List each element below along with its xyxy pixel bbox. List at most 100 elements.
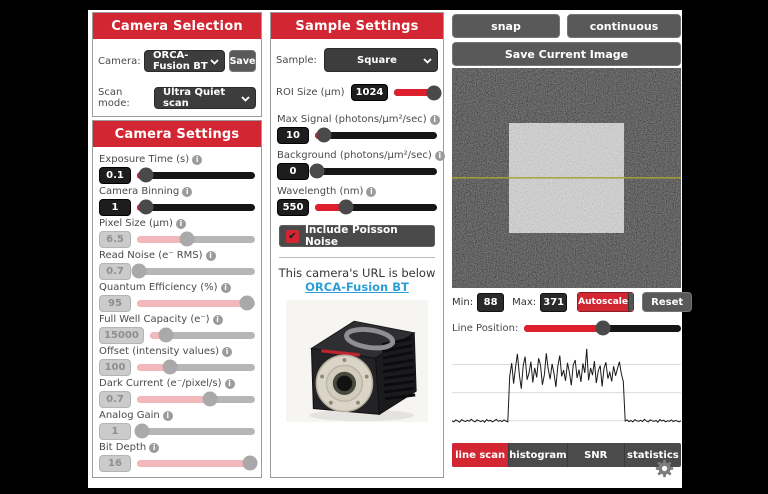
scan-mode-dropdown-value: Ultra Quiet scan [163, 87, 226, 109]
info-icon[interactable]: i [434, 150, 445, 161]
info-icon[interactable]: i [192, 154, 203, 165]
save-current-image-button[interactable]: Save Current Image [452, 42, 681, 66]
slider-label: Analog Gain [99, 410, 160, 421]
camera-settings-panel: Camera Settings Exposure Time (s) i 0.1 Cam… [92, 120, 262, 478]
info-icon[interactable]: i [224, 378, 235, 389]
slider-value[interactable]: 0.1 [99, 166, 131, 184]
info-icon[interactable]: i [220, 282, 231, 293]
slider-row: Max Signal (photons/µm²/sec) i 10 [277, 113, 440, 149]
camera-dropdown-value: ORCA-Fusion BT [153, 50, 208, 72]
slider-thumb [131, 263, 147, 279]
info-icon[interactable]: i [205, 250, 216, 261]
slider-fill [137, 459, 251, 467]
roi-size-value[interactable]: 1024 [350, 84, 389, 101]
slider-track[interactable] [137, 199, 255, 215]
camera-dropdown[interactable]: ORCA-Fusion BT [144, 50, 225, 72]
slider-fill [137, 395, 211, 403]
slider-track[interactable] [315, 199, 437, 215]
slider-thumb[interactable] [426, 85, 442, 100]
sample-dropdown-value: Square [357, 54, 397, 66]
slider-thumb[interactable] [309, 163, 325, 179]
slider-fill [137, 299, 247, 307]
slider-value[interactable]: 1 [99, 198, 131, 216]
noise-image [452, 68, 681, 288]
min-max-row: Min: Max: Autoscale Reset [452, 292, 693, 312]
slider-row: Wavelength (nm) i 550 [277, 185, 437, 221]
roi-size-slider[interactable] [394, 85, 442, 100]
snap-button[interactable]: snap [452, 14, 560, 38]
scan-mode-dropdown[interactable]: Ultra Quiet scan [154, 87, 256, 109]
save-camera-button[interactable]: Save [229, 50, 256, 72]
slider-label: Bit Depth [99, 442, 147, 453]
slider-row: Offset (intensity values) i 100 [99, 345, 255, 377]
slider-track[interactable] [315, 127, 437, 143]
slider-label: Dark Current (e⁻/pixel/s) [99, 378, 222, 389]
roi-size-label: ROI Size (µm) [276, 87, 345, 98]
slider-row: Read Noise (e⁻ RMS) i 0.7 [99, 249, 255, 281]
slider-row: Quantum Efficiency (%) i 95 [99, 281, 255, 313]
slider-thumb[interactable] [138, 199, 154, 215]
info-icon[interactable]: i [175, 218, 186, 229]
info-icon[interactable]: i [149, 442, 160, 453]
slider-value: 0.7 [99, 262, 131, 280]
slider-value: 1 [99, 422, 131, 440]
slider-value: 95 [99, 294, 131, 312]
slider-fill [149, 331, 166, 339]
tab-line-scan[interactable]: line scan [452, 443, 510, 467]
slider-thumb[interactable] [138, 167, 154, 183]
slider-track[interactable] [137, 167, 255, 183]
min-input[interactable] [477, 292, 505, 312]
line-position-slider[interactable] [524, 320, 681, 336]
sample-settings-header: Sample Settings [271, 13, 443, 39]
slider-thumb[interactable] [595, 320, 611, 336]
slider-value[interactable]: 0 [277, 162, 309, 180]
reset-button[interactable]: Reset [642, 292, 693, 312]
slider-track [131, 263, 255, 279]
slider-value[interactable]: 10 [277, 126, 309, 144]
info-icon[interactable]: i [162, 410, 173, 421]
slider-row: Bit Depth i 16 [99, 441, 258, 473]
max-input[interactable] [540, 292, 568, 312]
info-icon[interactable]: i [212, 314, 223, 325]
slider-row: Dark Current (e⁻/pixel/s) i 0.7 [99, 377, 255, 409]
camera-url-link[interactable]: ORCA-Fusion BT [305, 280, 409, 294]
slider-label: Wavelength (nm) [277, 186, 364, 197]
camera-label: Camera: [98, 55, 141, 67]
slider-track[interactable] [309, 163, 437, 179]
include-poisson-noise-button[interactable]: ✔ Include Poisson Noise [279, 224, 435, 248]
camera-url-caption: This camera's URL is below [278, 266, 436, 280]
slider-row: Full Well Capacity (e⁻) i 15000 [99, 313, 255, 345]
autoscale-toggle[interactable]: Autoscale [577, 292, 635, 312]
line-position-label: Line Position: [452, 322, 519, 334]
chevron-down-icon [210, 59, 219, 65]
continuous-button[interactable]: continuous [567, 14, 681, 38]
slider-thumb[interactable] [316, 127, 332, 143]
info-icon[interactable]: i [366, 186, 377, 197]
divider [279, 257, 435, 258]
gear-icon[interactable] [654, 458, 675, 479]
roi-size-row: ROI Size (µm) 1024 [271, 84, 443, 101]
info-icon[interactable]: i [182, 186, 193, 197]
info-icon[interactable]: i [222, 346, 233, 357]
slider-label: Offset (intensity values) [99, 346, 220, 357]
slider-label: Read Noise (e⁻ RMS) [99, 250, 203, 261]
tab-statistics[interactable]: statistics [627, 449, 679, 461]
slider-thumb[interactable] [338, 199, 353, 215]
viewer-column: snap continuous Save Current Image [451, 10, 693, 488]
autoscale-label: Autoscale [578, 293, 628, 311]
slider-row: Pixel Size (µm) i 6.5 [99, 217, 255, 249]
slider-fill [394, 89, 434, 96]
slider-row: Analog Gain i 1 [99, 409, 255, 441]
slider-fill [137, 363, 171, 371]
slider-value[interactable]: 550 [277, 198, 309, 216]
sample-dropdown[interactable]: Square [324, 48, 438, 72]
info-icon[interactable]: i [429, 114, 440, 125]
tab-snr[interactable]: SNR [568, 443, 625, 467]
tab-histogram[interactable]: histogram [509, 443, 568, 467]
slider-track [137, 391, 255, 407]
slider-row: Exposure Time (s) i 0.1 [99, 153, 255, 185]
poisson-checkbox[interactable]: ✔ [286, 229, 299, 243]
slider-thumb [158, 327, 174, 343]
sample-label: Sample: [276, 54, 317, 66]
